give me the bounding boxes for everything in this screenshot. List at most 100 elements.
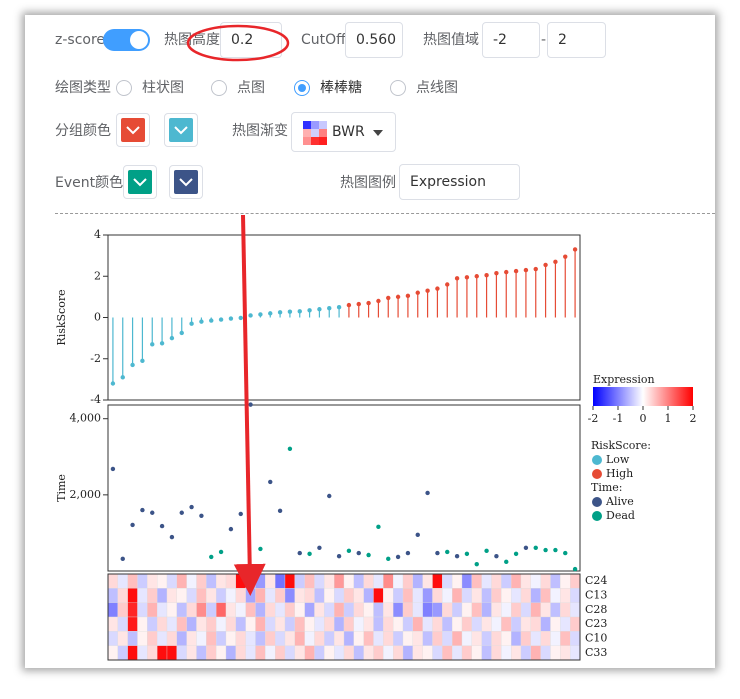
heatmap-cell bbox=[157, 631, 168, 646]
heatmap-cell bbox=[560, 645, 571, 661]
point bbox=[248, 402, 253, 407]
heatmap-cell bbox=[442, 616, 453, 632]
lollipop-dot bbox=[120, 375, 125, 380]
point bbox=[159, 523, 165, 529]
heatmap-cell bbox=[540, 631, 551, 646]
heatmap-cell bbox=[225, 573, 236, 589]
group-color-label: 分组颜色 bbox=[55, 123, 111, 139]
heatmap-cell bbox=[235, 616, 246, 632]
heatmap-cell bbox=[393, 588, 404, 603]
lollipop-dot bbox=[140, 358, 145, 364]
point bbox=[258, 546, 263, 552]
legend-marker bbox=[592, 497, 602, 507]
point bbox=[189, 504, 194, 510]
heatmap-cell bbox=[432, 645, 443, 661]
lollipop-dot bbox=[307, 308, 312, 313]
heatmap-cell bbox=[491, 645, 502, 661]
lollipop-dot bbox=[494, 270, 499, 276]
legend-title: RiskScore: bbox=[591, 439, 651, 452]
radio[interactable] bbox=[390, 80, 406, 96]
heatmap-cell bbox=[412, 588, 423, 603]
cutoff-input[interactable]: 0.560 bbox=[345, 22, 403, 58]
heatmap-cell bbox=[284, 616, 295, 632]
heatmap-cell bbox=[324, 588, 335, 603]
heatmap-cell bbox=[501, 573, 512, 589]
heatmap-range-label: 热图值域 bbox=[423, 32, 479, 48]
color-swatch[interactable] bbox=[164, 113, 198, 147]
heatmap-cell bbox=[432, 573, 443, 589]
heatmap-cell bbox=[520, 588, 531, 603]
heatmap-cell bbox=[225, 645, 236, 661]
heatmap-cell bbox=[511, 573, 522, 589]
zscore-switch[interactable] bbox=[103, 29, 150, 51]
heatmap-cell bbox=[353, 602, 364, 618]
heatmap-cell bbox=[501, 602, 512, 618]
heatmap-cell bbox=[245, 588, 256, 603]
heatmap-cell bbox=[206, 588, 217, 603]
lollipop-dot bbox=[366, 300, 371, 306]
heatmap-cell bbox=[225, 631, 236, 646]
heatmap-cell bbox=[147, 573, 158, 589]
gradient-select[interactable]: BWR bbox=[291, 112, 396, 152]
lollipop-dot bbox=[150, 342, 155, 347]
heatmap-cell bbox=[235, 602, 246, 618]
heatmap-cell bbox=[324, 616, 335, 632]
heatmap-cell bbox=[373, 573, 384, 589]
color-swatch[interactable] bbox=[169, 165, 203, 199]
heatmap-cell bbox=[481, 645, 492, 661]
heatmap-cell bbox=[471, 588, 482, 603]
color-swatch[interactable] bbox=[116, 113, 150, 147]
point bbox=[454, 553, 460, 559]
lollipop-dot bbox=[445, 282, 450, 287]
heatmap-cell bbox=[363, 602, 374, 618]
row-label: C13 bbox=[585, 589, 607, 602]
radio[interactable] bbox=[294, 80, 310, 96]
heatmap-cell bbox=[216, 573, 227, 589]
heatmap-cell bbox=[176, 602, 187, 618]
heatmap-cell bbox=[343, 631, 354, 646]
gradient-value: BWR bbox=[332, 124, 365, 140]
heatmap-cell bbox=[530, 588, 541, 603]
heatmap-cell bbox=[520, 631, 531, 646]
heatmap-cell bbox=[216, 588, 227, 603]
range-max-input[interactable]: 2 bbox=[547, 22, 606, 58]
lollipop-dot bbox=[543, 262, 548, 268]
heatmap-cell bbox=[393, 631, 404, 646]
point bbox=[504, 559, 509, 565]
heatmap-cell bbox=[343, 645, 354, 661]
heatmap-cell bbox=[481, 616, 492, 632]
y-tick-label: -2 bbox=[90, 352, 101, 365]
heatmap-cell bbox=[540, 616, 551, 632]
range-min-input[interactable]: -2 bbox=[482, 22, 540, 58]
heatmap-legend-input[interactable]: Expression bbox=[399, 164, 520, 200]
point bbox=[307, 551, 312, 557]
zscore-label: z-score bbox=[55, 32, 106, 48]
lollipop-dot bbox=[553, 259, 558, 265]
color-swatch[interactable] bbox=[123, 165, 157, 199]
heatmap-cell bbox=[452, 631, 463, 646]
heatmap-cell bbox=[107, 573, 118, 589]
heatmap-cell bbox=[147, 631, 158, 646]
point bbox=[150, 510, 155, 515]
heatmap-cell bbox=[373, 616, 384, 632]
plot-frame bbox=[107, 234, 581, 401]
heatmap-cell bbox=[117, 602, 128, 618]
point bbox=[120, 556, 125, 562]
heatmap-cell bbox=[166, 645, 177, 661]
heatmap-cell bbox=[520, 645, 531, 661]
radio[interactable] bbox=[211, 80, 227, 96]
legend-title: Time: bbox=[591, 481, 623, 494]
row-label: C10 bbox=[585, 632, 607, 645]
heatmap-cell bbox=[491, 631, 502, 646]
heatmap-cell bbox=[343, 573, 354, 589]
heatmap-height-input[interactable]: 0.2 bbox=[220, 22, 282, 58]
lollipop-dot bbox=[209, 318, 214, 323]
point bbox=[346, 548, 352, 554]
heatmap-cell bbox=[206, 616, 217, 632]
radio[interactable] bbox=[116, 80, 132, 96]
heatmap-cell bbox=[540, 573, 551, 589]
heatmap-cell bbox=[402, 573, 413, 589]
heatmap-cell bbox=[461, 588, 472, 603]
heatmap-cell bbox=[176, 588, 187, 603]
